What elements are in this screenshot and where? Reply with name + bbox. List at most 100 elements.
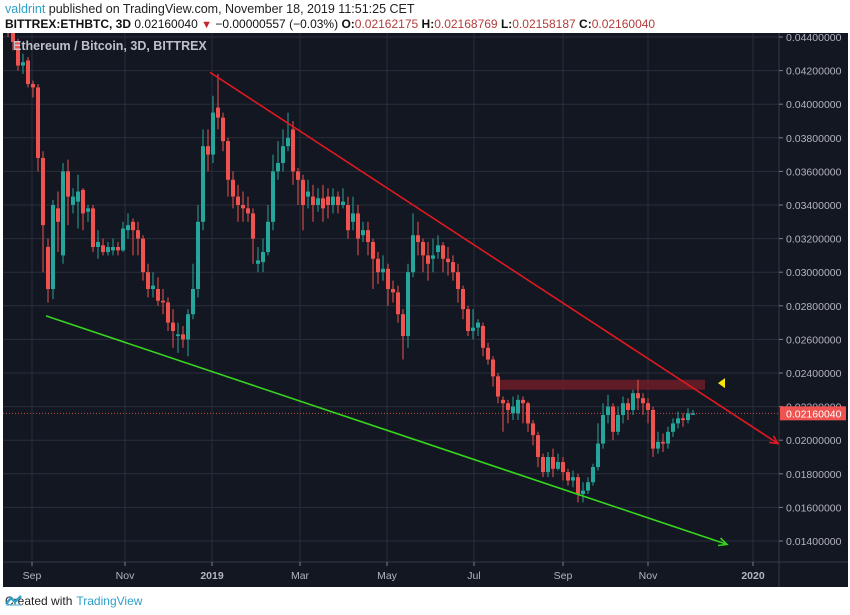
alert-marker-icon[interactable] <box>718 378 725 389</box>
candle-up[interactable] <box>571 477 575 481</box>
candle-up[interactable] <box>586 482 590 491</box>
candle-up[interactable] <box>686 413 690 421</box>
candle-up[interactable] <box>21 62 25 66</box>
candle-up[interactable] <box>581 490 585 494</box>
candle-down[interactable] <box>11 33 15 43</box>
candle-down[interactable] <box>66 171 70 197</box>
candle-up[interactable] <box>121 228 125 251</box>
candle-up[interactable] <box>546 457 550 473</box>
candle-up[interactable] <box>276 163 280 172</box>
candle-down[interactable] <box>326 196 330 205</box>
support-trendline[interactable] <box>45 315 728 546</box>
candle-down[interactable] <box>16 42 20 66</box>
candle-down[interactable] <box>311 196 315 205</box>
candle-down[interactable] <box>561 462 565 473</box>
candle-down[interactable] <box>486 347 490 360</box>
candle-up[interactable] <box>111 247 115 251</box>
author-link[interactable]: valdrint <box>5 2 46 16</box>
candle-down[interactable] <box>181 334 185 340</box>
candle-up[interactable] <box>436 245 440 253</box>
candle-up[interactable] <box>601 415 605 444</box>
candle-up[interactable] <box>51 205 55 289</box>
candle-up[interactable] <box>151 285 155 289</box>
candle-down[interactable] <box>626 403 630 410</box>
candle-down[interactable] <box>226 141 230 180</box>
candle-up[interactable] <box>556 462 560 469</box>
candle-down[interactable] <box>531 423 535 436</box>
candle-down[interactable] <box>396 292 400 315</box>
candle-up[interactable] <box>306 191 310 197</box>
candle-up[interactable] <box>266 221 270 253</box>
candle-up[interactable] <box>471 327 475 331</box>
candle-down[interactable] <box>446 258 450 263</box>
candle-down[interactable] <box>346 205 350 231</box>
candle-down[interactable] <box>291 129 295 172</box>
candle-down[interactable] <box>576 477 580 494</box>
candle-down[interactable] <box>171 322 175 331</box>
candle-down[interactable] <box>421 241 425 256</box>
candle-down[interactable] <box>451 262 455 273</box>
candle-up[interactable] <box>616 415 620 432</box>
candle-down[interactable] <box>221 117 225 142</box>
candle-down[interactable] <box>161 300 165 303</box>
candle-down[interactable] <box>636 393 640 399</box>
candle-down[interactable] <box>426 255 430 264</box>
candle-up[interactable] <box>271 171 275 222</box>
candle-down[interactable] <box>216 107 220 118</box>
candle-down[interactable] <box>681 418 685 421</box>
candle-up[interactable] <box>256 260 260 264</box>
candle-down[interactable] <box>81 189 85 214</box>
candle-up[interactable] <box>361 230 365 236</box>
candle-down[interactable] <box>366 230 370 242</box>
candle-down[interactable] <box>376 258 380 273</box>
candle-up[interactable] <box>406 272 410 337</box>
candle-down[interactable] <box>26 60 30 85</box>
candle-down[interactable] <box>371 241 375 259</box>
candle-down[interactable] <box>526 403 530 424</box>
candle-up[interactable] <box>516 399 520 414</box>
candle-down[interactable] <box>456 272 460 289</box>
candlestick-chart[interactable]: 0.04400000 0.04200000 0.04000000 0.03800000… <box>3 33 848 587</box>
candle-down[interactable] <box>101 245 105 253</box>
candle-down[interactable] <box>461 289 465 310</box>
candle-up[interactable] <box>316 198 320 205</box>
candle-up[interactable] <box>411 235 415 273</box>
candle-up[interactable] <box>86 208 90 212</box>
candle-down[interactable] <box>251 213 255 239</box>
candle-down[interactable] <box>116 247 120 251</box>
candle-down[interactable] <box>296 171 300 180</box>
candle-up[interactable] <box>196 221 200 289</box>
candle-up[interactable] <box>591 467 595 483</box>
candle-down[interactable] <box>31 84 35 88</box>
candle-down[interactable] <box>56 208 60 222</box>
candle-up[interactable] <box>191 289 195 315</box>
candle-down[interactable] <box>356 213 360 239</box>
resistance-trendline[interactable] <box>209 71 779 445</box>
candle-up[interactable] <box>511 406 515 414</box>
candle-down[interactable] <box>336 196 340 205</box>
candle-up[interactable] <box>621 403 625 415</box>
candle-down[interactable] <box>156 289 160 301</box>
candle-up[interactable] <box>61 171 65 256</box>
candle-down[interactable] <box>236 196 240 205</box>
tradingview-link[interactable]: TradingView <box>76 594 143 608</box>
candle-down[interactable] <box>321 198 325 209</box>
candle-down[interactable] <box>661 441 665 444</box>
candle-up[interactable] <box>596 443 600 468</box>
candle-down[interactable] <box>41 157 45 226</box>
candle-up[interactable] <box>286 137 290 147</box>
chart-panel[interactable]: 0.04400000 0.04200000 0.04000000 0.03800000… <box>3 33 848 587</box>
candle-up[interactable] <box>126 225 130 231</box>
candle-down[interactable] <box>496 376 500 397</box>
candle-up[interactable] <box>691 413 695 415</box>
candle-up[interactable] <box>431 255 435 259</box>
candle-down[interactable] <box>166 302 170 323</box>
candle-up[interactable] <box>281 146 285 163</box>
candle-down[interactable] <box>521 399 525 404</box>
candle-down[interactable] <box>541 457 545 473</box>
candle-up[interactable] <box>656 441 660 449</box>
candle-down[interactable] <box>651 409 655 449</box>
candle-up[interactable] <box>631 393 635 410</box>
candle-up[interactable] <box>671 423 675 432</box>
candle-up[interactable] <box>211 112 215 155</box>
